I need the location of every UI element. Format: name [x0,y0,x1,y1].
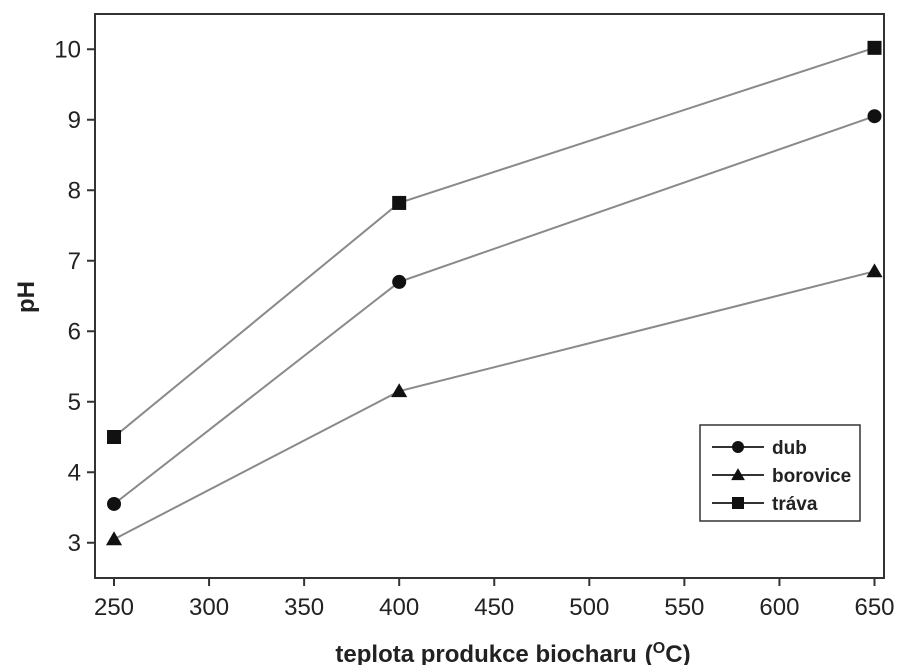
y-tick-label: 3 [68,530,81,557]
data-point-square [867,40,882,55]
data-point-circle [392,274,407,289]
x-axis-unit-degree: O [653,640,665,657]
y-axis-label: pH [13,281,40,313]
x-axis-label: teplota produkce biocharu (OC) [335,640,690,665]
legend-label: tráva [772,494,818,515]
legend-label: borovice [772,466,851,487]
data-point-square [107,430,122,444]
axes-layer: 250 300 350 400 450 500 550 600 650 3 4 5 6 7 8 9 10 [54,13,895,621]
legend-label: dub [772,438,807,459]
y-tick-label: 8 [68,177,81,204]
data-point-triangle [105,531,123,546]
series-dub [107,109,882,511]
series-line [113,46,875,438]
y-tick-label: 6 [68,318,81,345]
x-tick-label: 400 [379,594,419,621]
x-tick-label: 250 [94,594,134,621]
y-tick-label: 10 [54,36,81,63]
legend-item-dub: dub [712,438,807,459]
series-borovice [105,263,883,546]
x-tick-label: 500 [569,594,609,621]
x-tick-label: 600 [759,594,799,621]
x-tick-label: 450 [474,594,514,621]
x-tick-label: 550 [664,594,704,621]
x-tick-label: 300 [189,594,229,621]
data-point-triangle [391,383,408,398]
y-tick-label: 7 [68,248,81,275]
x-axis-label-text: teplota produkce biocharu [335,641,636,665]
data-point-square [392,195,407,210]
series-layer [105,40,883,546]
data-point-circle [107,496,122,511]
y-tick-label: 4 [68,459,81,486]
series-tráva [107,40,882,444]
y-tick-label: 5 [68,389,81,416]
legend-marker-circle [732,441,744,453]
legend-item-borovice: borovice [712,466,851,487]
x-tick-label: 350 [284,594,324,621]
legend-marker-square [732,497,744,509]
legend-box [699,424,861,522]
y-tick-label: 9 [68,107,81,134]
x-axis-unit-close: C) [665,641,690,665]
data-point-triangle [866,263,883,278]
x-tick-label: 650 [854,594,894,621]
legend-marker-triangle [731,468,745,481]
legend: dub borovice tráva [699,424,861,522]
plot-frame [94,13,885,579]
data-point-circle [867,109,882,124]
x-axis-unit-open: ( [645,641,653,665]
legend-item-tráva: tráva [712,494,818,515]
